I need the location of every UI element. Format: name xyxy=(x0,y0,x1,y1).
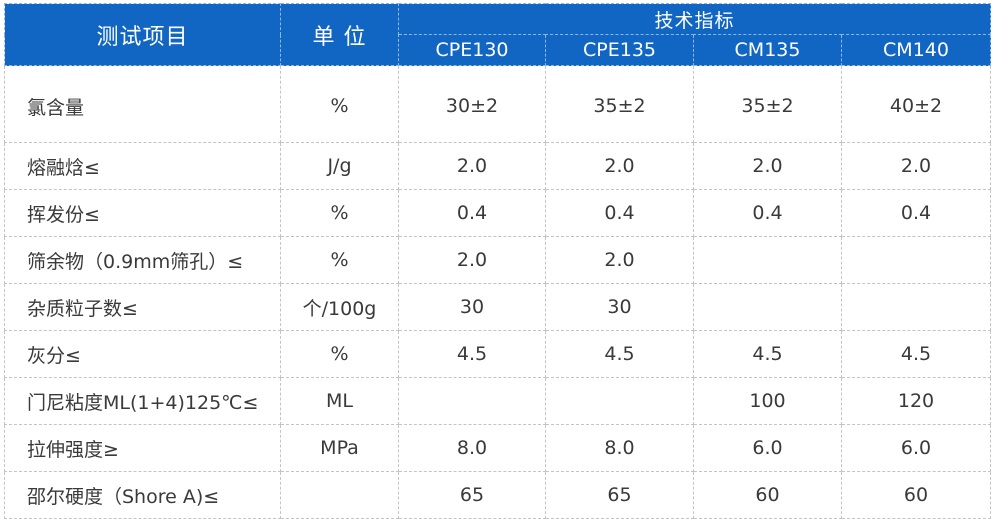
table-row: 熔融焓≤ J/g 2.0 2.0 2.0 2.0 xyxy=(4,142,992,190)
header-test-item: 测试项目 xyxy=(4,3,281,66)
row-value: 100 xyxy=(693,377,842,425)
row-item-name: 邵尔硬度（Shore A)≤ xyxy=(4,471,281,519)
row-value: 4.5 xyxy=(840,330,992,378)
header-unit: 单 位 xyxy=(280,3,399,66)
row-unit: 个/100g xyxy=(280,283,399,331)
row-value: 0.4 xyxy=(693,189,842,237)
header-grade-cpe130: CPE130 xyxy=(398,34,546,66)
row-unit xyxy=(280,471,399,519)
row-item-name: 筛余物（0.9mm筛孔）≤ xyxy=(4,236,281,284)
row-value xyxy=(840,236,992,284)
row-value: 0.4 xyxy=(545,189,694,237)
table-row: 门尼粘度ML(1+4)125℃≤ ML 100 120 xyxy=(4,377,992,425)
table-row: 氯含量% 30±2 35±2 35±2 40±2 xyxy=(4,65,992,143)
row-value: 0.4 xyxy=(398,189,546,237)
row-item-name: 灰分≤ xyxy=(4,330,281,378)
row-value: 4.5 xyxy=(398,330,546,378)
row-value: 2.0 xyxy=(693,142,842,190)
row-value: 120 xyxy=(840,377,992,425)
row-item-name: 熔融焓≤ xyxy=(4,142,281,190)
row-unit: ML xyxy=(280,377,399,425)
technical-spec-table: 测试项目 单 位 技术指标 CPE130 CPE135 CM135 CM140 … xyxy=(4,3,992,519)
row-value xyxy=(693,236,842,284)
row-item-name: 氯含量 xyxy=(4,65,281,143)
row-item-name: 拉伸强度≥ xyxy=(4,424,281,472)
row-value: 2.0 xyxy=(398,142,546,190)
row-unit: % xyxy=(280,236,399,284)
row-value: 40±2 xyxy=(840,65,992,143)
row-value xyxy=(693,283,842,331)
header-grade-cm140: CM140 xyxy=(840,34,992,66)
table-row: 筛余物（0.9mm筛孔）≤% 2.0 2.0 xyxy=(4,236,992,284)
table-row: 挥发份≤% 0.4 0.4 0.4 0.4 xyxy=(4,189,992,237)
table-row: 邵尔硬度（Shore A)≤ 65 65 60 60 xyxy=(4,471,992,519)
row-value: 2.0 xyxy=(545,142,694,190)
row-value: 35±2 xyxy=(545,65,694,143)
row-value xyxy=(840,283,992,331)
row-item-name: 杂质粒子数≤ xyxy=(4,283,281,331)
row-value: 60 xyxy=(840,471,992,519)
row-unit: % xyxy=(280,189,399,237)
table-row: 杂质粒子数≤ 个/100g 30 30 xyxy=(4,283,992,331)
table-body: 氯含量% 30±2 35±2 35±2 40±2 熔融焓≤ J/g 2.0 2.0 2.0 2.0 挥… xyxy=(4,65,992,519)
row-unit: MPa xyxy=(280,424,399,472)
row-value: 8.0 xyxy=(398,424,546,472)
row-value xyxy=(545,377,694,425)
row-item-name: 门尼粘度ML(1+4)125℃≤ xyxy=(4,377,281,425)
header-grade-cm135: CM135 xyxy=(693,34,842,66)
row-value: 30 xyxy=(545,283,694,331)
header-technical-index: 技术指标 xyxy=(397,3,992,35)
row-value: 65 xyxy=(398,471,546,519)
row-value: 2.0 xyxy=(840,142,992,190)
row-value: 30±2 xyxy=(398,65,546,143)
row-value: 6.0 xyxy=(840,424,992,472)
row-value: 35±2 xyxy=(693,65,842,143)
row-value: 4.5 xyxy=(545,330,694,378)
row-unit: % xyxy=(280,65,399,143)
row-value: 8.0 xyxy=(545,424,694,472)
header-grade-cpe135: CPE135 xyxy=(545,34,694,66)
row-value: 2.0 xyxy=(398,236,546,284)
row-value: 6.0 xyxy=(693,424,842,472)
row-value: 0.4 xyxy=(840,189,992,237)
table-row: 灰分≤% 4.5 4.5 4.5 4.5 xyxy=(4,330,992,378)
row-value: 2.0 xyxy=(545,236,694,284)
row-value: 60 xyxy=(693,471,842,519)
table-header: 测试项目 单 位 技术指标 CPE130 CPE135 CM135 CM140 xyxy=(4,3,992,66)
row-value: 65 xyxy=(545,471,694,519)
row-item-name: 挥发份≤ xyxy=(4,189,281,237)
table-row: 拉伸强度≥ MPa 8.0 8.0 6.0 6.0 xyxy=(4,424,992,472)
row-unit: % xyxy=(280,330,399,378)
row-value: 4.5 xyxy=(693,330,842,378)
row-unit: J/g xyxy=(280,142,399,190)
row-value xyxy=(398,377,546,425)
row-value: 30 xyxy=(398,283,546,331)
